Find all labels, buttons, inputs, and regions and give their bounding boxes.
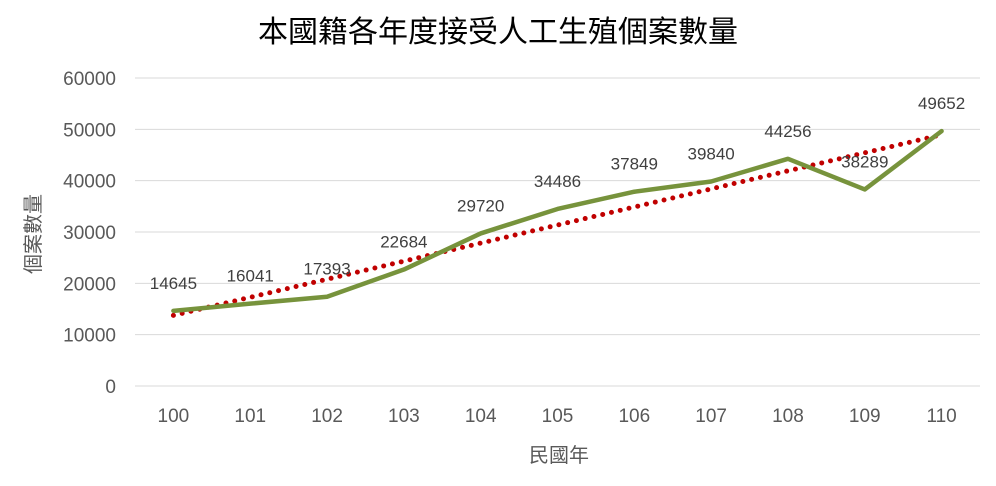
data-labels: 14645 16041 17393 22684 29720 34486 37849 39840… xyxy=(150,94,965,293)
data-label: 16041 xyxy=(227,267,274,286)
x-tick-label: 101 xyxy=(234,406,266,427)
x-tick-label: 106 xyxy=(618,406,650,427)
y-tick-label: 30000 xyxy=(63,223,116,244)
x-tick-label: 108 xyxy=(772,406,804,427)
x-tick-label: 105 xyxy=(542,406,574,427)
x-tick-label: 110 xyxy=(926,406,956,427)
data-label: 38289 xyxy=(841,152,888,171)
y-axis-ticks: 0 10000 20000 30000 40000 50000 60000 xyxy=(63,69,116,398)
data-label: 49652 xyxy=(918,94,965,113)
data-label: 22684 xyxy=(380,233,427,252)
chart-title: 本國籍各年度接受人工生殖個案數量 xyxy=(258,15,738,50)
x-tick-label: 102 xyxy=(311,406,343,427)
data-label: 39840 xyxy=(687,144,734,163)
data-label: 29720 xyxy=(457,196,504,215)
data-label: 17393 xyxy=(303,260,350,279)
y-tick-label: 10000 xyxy=(63,326,116,347)
y-tick-label: 50000 xyxy=(63,120,116,141)
y-tick-label: 40000 xyxy=(63,172,116,193)
trendline xyxy=(170,132,945,318)
gridlines xyxy=(135,77,980,387)
x-tick-label: 103 xyxy=(388,406,420,427)
x-tick-label: 100 xyxy=(158,406,190,427)
y-axis-title: 個案數量 xyxy=(21,194,45,274)
x-axis-ticks: 100 101 102 103 104 105 106 107 108 109 110 xyxy=(158,406,957,427)
y-tick-label: 0 xyxy=(105,377,116,398)
x-tick-label: 107 xyxy=(695,406,727,427)
x-tick-label: 104 xyxy=(465,406,497,427)
data-label: 44256 xyxy=(764,122,811,141)
linear-trendline xyxy=(170,132,945,318)
data-label: 34486 xyxy=(534,172,581,191)
data-label: 14645 xyxy=(150,274,197,293)
series-line xyxy=(171,128,944,314)
y-tick-label: 20000 xyxy=(63,274,116,295)
y-tick-label: 60000 xyxy=(63,69,116,90)
data-label: 37849 xyxy=(611,155,658,174)
x-axis-title: 民國年 xyxy=(529,443,589,467)
series xyxy=(171,128,944,314)
x-tick-label: 109 xyxy=(849,406,881,427)
